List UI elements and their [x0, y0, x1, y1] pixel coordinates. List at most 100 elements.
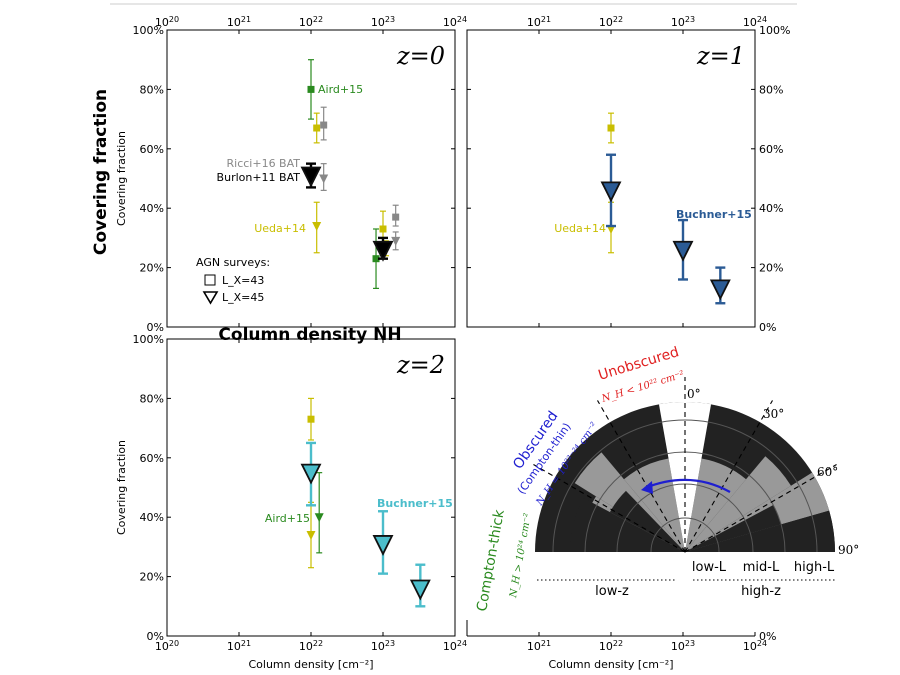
data-point-triangle-large — [672, 240, 694, 262]
angle-line — [684, 400, 773, 553]
angle-label-30: 30° — [763, 407, 784, 421]
legend-item-lx45: L_X=45 — [222, 291, 264, 304]
legend-square-marker — [204, 274, 216, 286]
x-tick-label: 1023 — [671, 639, 695, 653]
low-z-label: low-z — [595, 584, 629, 599]
x-tick-label: 1022 — [299, 639, 323, 653]
annotation-aird: Aird+15 — [318, 83, 363, 96]
y-tick-label: 20% — [140, 571, 164, 584]
outer-xlabel: Column density NH — [218, 325, 401, 345]
annotation-burlon: Burlon+11 BAT — [217, 171, 301, 184]
x-tick-label: 1021 — [227, 15, 251, 29]
data-point-square — [607, 124, 615, 132]
data-point-triangle — [391, 236, 401, 246]
legend-item-lx43: L_X=43 — [222, 274, 264, 287]
annotation-buchner: Buchner+15 — [676, 208, 752, 221]
data-point-triangle-large — [600, 181, 622, 203]
angle-line — [684, 464, 837, 553]
panel-title: z=1 — [696, 42, 745, 70]
y-tick-label: 0% — [147, 321, 164, 334]
arrow-head — [641, 481, 653, 494]
lum-label-high: high-L — [794, 560, 835, 575]
data-point-triangle-large — [372, 535, 394, 556]
x-tick-label: 1021 — [527, 15, 551, 29]
data-point-triangle-large — [372, 240, 394, 262]
high-z-label: high-z — [741, 584, 781, 599]
data-point-square — [320, 121, 328, 129]
x-tick-label: 1024 — [443, 15, 467, 29]
data-point-square — [392, 213, 400, 221]
radial-arc — [552, 419, 818, 553]
x-tick-label: 1022 — [599, 15, 623, 29]
y-tick-label: 80% — [140, 392, 164, 405]
compton-thick-sub-label: N_H > 10²⁴ cm⁻² — [508, 512, 534, 599]
data-point-square — [307, 415, 315, 423]
x-tick-label: 1024 — [743, 639, 767, 653]
lum-label-low: low-L — [692, 560, 727, 575]
y-tick-label: 100% — [133, 24, 164, 37]
compton-thick-label: Compton-thick — [474, 508, 508, 613]
angle-line — [533, 464, 686, 553]
panel-title: z=0 — [396, 42, 445, 70]
data-point-square — [307, 85, 315, 93]
data-point-triangle-large — [709, 279, 731, 301]
data-point-triangle-large — [409, 579, 431, 601]
data-point-square — [379, 225, 387, 233]
legend: AGN surveys: L_X=43 L_X=45 — [196, 256, 270, 305]
compton-thick-wedge — [570, 498, 685, 552]
y-tick-label: 0% — [147, 630, 164, 643]
x-tick-label: 1020 — [155, 15, 179, 29]
y-tick-label: 60% — [140, 452, 164, 465]
x-tick-label: 1024 — [743, 15, 767, 29]
y-tick-label: 0% — [759, 630, 776, 643]
radial-arc — [650, 517, 720, 553]
y-tick-label: 100% — [133, 333, 164, 346]
data-point-square — [372, 255, 380, 263]
data-point-triangle — [314, 513, 324, 523]
y-tick-label: 40% — [140, 202, 164, 215]
x-tick-label: 1021 — [227, 639, 251, 653]
data-point-triangle — [312, 222, 322, 232]
data-point-triangle-large — [300, 463, 322, 485]
y-axis-label: Covering fraction — [115, 131, 128, 226]
angle-label-60: 60° — [817, 465, 838, 479]
annotation-ueda: Ueda+14 — [254, 222, 306, 235]
y-tick-label: 100% — [759, 24, 790, 37]
y-tick-label: 20% — [759, 262, 783, 275]
data-point-triangle — [319, 174, 329, 184]
x-tick-label: 1022 — [299, 15, 323, 29]
data-point-square — [313, 124, 321, 132]
outer-ylabel: Covering fraction — [91, 89, 111, 255]
data-point-triangle — [606, 224, 616, 234]
compton-thick-wedge — [685, 505, 782, 552]
data-point-triangle-large — [300, 166, 322, 188]
panel-z1: 0% 20% 40% 60% 80% 100% 1021 1022 1023 1024 z=1 Ued… — [466, 15, 790, 334]
data-point-triangle — [306, 531, 316, 541]
annotation-buchner: Buchner+15 — [377, 497, 453, 510]
angle-line — [597, 400, 686, 553]
x-tick-label: 1020 — [155, 639, 179, 653]
y-tick-label: 80% — [140, 83, 164, 96]
obscured-wedge — [685, 472, 830, 552]
legend-triangle-marker — [202, 291, 219, 305]
angle-label-90: 90° — [838, 543, 859, 557]
y-tick-label: 60% — [140, 143, 164, 156]
legend-title: AGN surveys: — [196, 256, 270, 269]
y-tick-label: 40% — [140, 511, 164, 524]
annotation-ueda: Ueda+14 — [554, 222, 606, 235]
y-axis-label: Covering fraction — [115, 440, 128, 535]
y-tick-label: 60% — [759, 143, 783, 156]
transition-arrow — [644, 478, 731, 493]
lum-label-mid: mid-L — [743, 560, 780, 575]
x-axis-label: Column density [cm⁻²] — [248, 658, 373, 671]
panel-z2: 0% 20% 40% 60% 80% 100% 1020 1021 1022 1023 1024 Co… — [115, 333, 467, 671]
x-tick-label: 1023 — [371, 15, 395, 29]
compton-thick-wedge — [609, 490, 685, 552]
y-tick-label: 20% — [140, 262, 164, 275]
y-tick-label: 80% — [759, 83, 783, 96]
x-tick-label: 1021 — [527, 639, 551, 653]
x-tick-label: 1023 — [371, 639, 395, 653]
